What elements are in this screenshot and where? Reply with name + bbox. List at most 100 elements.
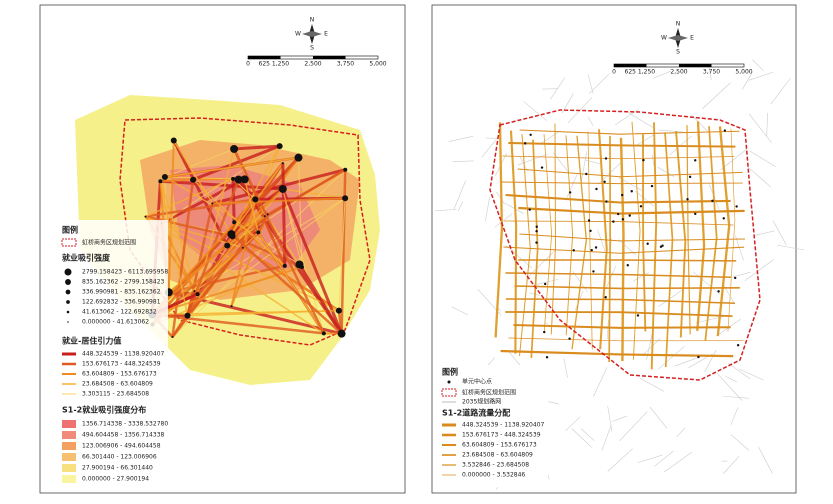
scale-label: 1,250 bbox=[272, 61, 289, 68]
centroid bbox=[529, 134, 531, 136]
centroid bbox=[605, 200, 607, 202]
centroid bbox=[536, 226, 538, 228]
legend-heading: 就业吸引强度 bbox=[62, 253, 111, 263]
centroid bbox=[734, 277, 736, 279]
centroid bbox=[211, 203, 213, 205]
legend-symbol bbox=[448, 381, 451, 384]
centroid bbox=[294, 154, 302, 162]
centroid bbox=[646, 243, 648, 245]
centroid bbox=[697, 356, 699, 358]
centroid bbox=[592, 270, 594, 272]
centroid bbox=[603, 181, 605, 183]
centroid bbox=[256, 230, 260, 234]
centroid bbox=[612, 220, 614, 222]
centroid bbox=[569, 191, 571, 193]
legend-symbol bbox=[66, 300, 70, 304]
centroid bbox=[541, 166, 543, 168]
centroid bbox=[264, 215, 266, 217]
centroid bbox=[588, 219, 590, 221]
scale-label: 625 bbox=[259, 61, 271, 68]
compass-label: N bbox=[676, 21, 681, 28]
centroid bbox=[162, 174, 168, 180]
legend-symbol bbox=[66, 290, 71, 295]
legend-label: 448.324539 - 1138.920407 bbox=[82, 351, 165, 358]
legend-label: 单元中心点 bbox=[462, 378, 492, 386]
compass-label: W bbox=[661, 35, 667, 42]
legend-label: 448.324539 - 1138.920407 bbox=[462, 422, 545, 429]
centroid bbox=[231, 177, 235, 181]
legend-label: 122.692832 - 336.990981 bbox=[82, 299, 161, 306]
centroid bbox=[568, 337, 570, 339]
legend-label: 2799.158423 - 6113.695958 bbox=[82, 269, 168, 276]
centroid bbox=[661, 245, 663, 247]
centroid bbox=[591, 249, 593, 251]
centroid bbox=[230, 145, 238, 153]
compass-label: N bbox=[310, 17, 315, 24]
scale-label: 5,000 bbox=[735, 69, 752, 76]
centroid bbox=[629, 214, 631, 216]
scale-bar bbox=[614, 64, 647, 67]
legend-title: 图例 bbox=[62, 225, 78, 235]
scale-label: 5,000 bbox=[369, 61, 386, 68]
scale-label: 3,750 bbox=[337, 61, 354, 68]
legend-label: 1356.714338 - 3338.532780 bbox=[82, 421, 168, 428]
legend-symbol bbox=[62, 464, 76, 472]
scale-label: 2,500 bbox=[304, 61, 321, 68]
centroid bbox=[605, 157, 607, 159]
scale-bar bbox=[313, 56, 346, 59]
legend-symbol bbox=[65, 279, 71, 285]
legend-label: 27.900194 - 66.301440 bbox=[82, 465, 153, 472]
centroid bbox=[543, 331, 545, 333]
centroid bbox=[283, 264, 287, 268]
legend-label: 41.613062 - 122.692832 bbox=[82, 309, 157, 316]
centroid bbox=[689, 176, 691, 178]
compass-label: S bbox=[310, 45, 314, 52]
legend-heading: S1-2道路流量分配 bbox=[442, 408, 510, 418]
legend-symbol bbox=[62, 453, 76, 461]
legend-label: 0.000000 - 27.900194 bbox=[82, 476, 149, 483]
centroid bbox=[185, 313, 191, 319]
centroid bbox=[631, 190, 633, 192]
centroid bbox=[595, 188, 597, 190]
legend-symbol bbox=[67, 321, 69, 323]
centroid bbox=[227, 230, 235, 238]
centroid bbox=[343, 168, 347, 172]
centroid bbox=[224, 243, 230, 249]
legend-label: 123.006906 - 494.604458 bbox=[82, 443, 161, 450]
legend-symbol bbox=[62, 431, 76, 439]
centroid bbox=[642, 159, 644, 161]
legend-label: 0.000000 - 3.532846 bbox=[462, 472, 525, 479]
compass-label: E bbox=[324, 31, 328, 38]
legend-label: 494.604458 - 1356.714338 bbox=[82, 432, 165, 439]
centroid bbox=[171, 138, 177, 144]
centroid bbox=[640, 205, 642, 207]
centroid bbox=[144, 216, 146, 218]
centroid bbox=[621, 194, 623, 196]
centroid bbox=[535, 241, 537, 243]
legend-symbol bbox=[62, 420, 76, 428]
scale-label: 0 bbox=[246, 61, 250, 68]
centroid bbox=[295, 260, 303, 268]
centroid bbox=[196, 292, 200, 296]
legend-label: 3.303115 - 23.684508 bbox=[82, 391, 149, 398]
scale-bar bbox=[679, 64, 712, 67]
scale-label: 3,750 bbox=[703, 69, 720, 76]
centroid bbox=[544, 283, 546, 285]
legend-label: 虹桥商务区规划范围 bbox=[82, 239, 136, 247]
centroid bbox=[528, 208, 530, 210]
legend-label: 66.301440 - 123.006906 bbox=[82, 454, 157, 461]
centroid bbox=[342, 195, 348, 201]
centroid bbox=[651, 185, 653, 187]
centroid bbox=[622, 218, 624, 220]
centroid bbox=[524, 142, 526, 144]
legend-symbol bbox=[67, 311, 70, 314]
centroid bbox=[735, 205, 737, 207]
legend-label: 23.684508 - 63.604809 bbox=[462, 452, 533, 459]
centroid bbox=[231, 305, 233, 307]
centroid bbox=[604, 296, 606, 298]
legend-label: 63.604809 - 153.676173 bbox=[462, 442, 537, 449]
scale-bar bbox=[248, 56, 281, 59]
legend-title: 图例 bbox=[442, 367, 458, 377]
legend-label: 835.162362 - 2799.158423 bbox=[82, 279, 165, 286]
legend-symbol bbox=[65, 269, 72, 276]
